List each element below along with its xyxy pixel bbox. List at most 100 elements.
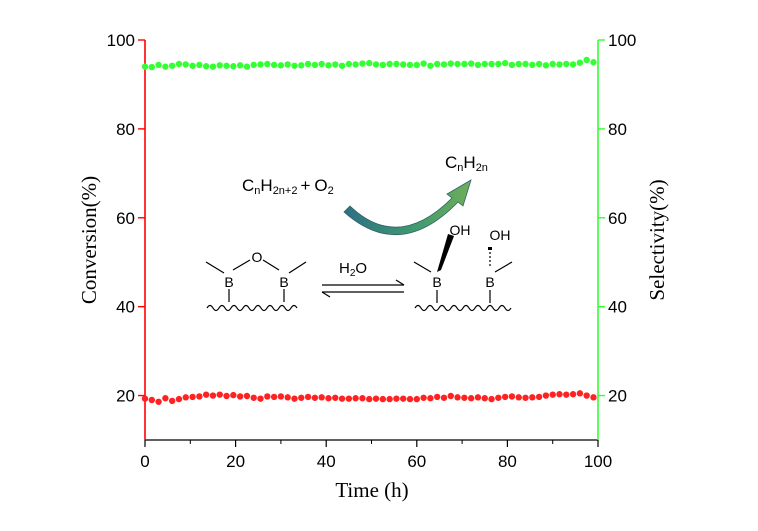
conversion-point — [400, 395, 407, 402]
conversion-point — [529, 394, 536, 401]
conversion-point — [318, 394, 325, 401]
selectivity-point — [264, 60, 271, 68]
selectivity-point — [413, 61, 420, 69]
selectivity-point — [298, 62, 305, 69]
right-y-tick-label: 80 — [608, 120, 627, 139]
conversion-point — [202, 391, 210, 398]
selectivity-point — [495, 60, 502, 68]
boron-atom: B — [279, 274, 288, 290]
conversion-point — [196, 393, 203, 400]
selectivity-series — [141, 56, 597, 71]
left-y-tick-label: 80 — [116, 120, 135, 139]
conversion-point — [535, 393, 543, 401]
selectivity-point — [535, 60, 543, 68]
boron-atom: B — [432, 274, 441, 290]
left-y-axis-title: Conversion(%) — [77, 176, 101, 304]
conversion-point — [311, 394, 319, 401]
selectivity-point — [291, 62, 298, 69]
wedge-bond — [437, 234, 454, 272]
selectivity-point — [250, 61, 257, 69]
selectivity-point — [372, 61, 380, 68]
conversion-point — [488, 395, 495, 403]
conversion-point — [576, 390, 584, 397]
conversion-point — [345, 395, 353, 402]
conversion-point — [332, 394, 339, 401]
hydroxylated-boron-structure — [413, 247, 513, 312]
selectivity-point — [454, 60, 461, 68]
selectivity-point — [155, 61, 162, 69]
curved-reaction-arrow — [343, 179, 472, 235]
selectivity-point — [168, 62, 176, 69]
conversion-point — [556, 391, 563, 398]
conversion-point — [549, 391, 556, 398]
left-y-tick-label: 20 — [116, 387, 135, 406]
selectivity-point — [569, 61, 577, 68]
conversion-point — [542, 392, 550, 399]
selectivity-point — [162, 63, 169, 70]
conversion-point — [433, 393, 441, 401]
conversion-point — [501, 393, 509, 401]
selectivity-point — [427, 62, 434, 69]
conversion-point — [325, 395, 332, 402]
data-series — [141, 56, 597, 405]
selectivity-point — [576, 59, 584, 66]
conversion-point — [420, 394, 427, 401]
selectivity-point — [515, 60, 522, 68]
selectivity-point — [338, 62, 346, 69]
selectivity-point — [304, 60, 312, 68]
selectivity-point — [556, 61, 563, 68]
conversion-point — [148, 396, 155, 404]
selectivity-point — [270, 61, 278, 69]
conversion-point — [257, 395, 264, 402]
selectivity-point — [590, 59, 597, 66]
selectivity-point — [522, 60, 529, 68]
product-formula: CnH2n — [445, 153, 488, 174]
right-y-tick-label: 40 — [608, 298, 627, 317]
selectivity-point — [420, 60, 427, 67]
conversion-point — [563, 391, 570, 398]
equilibrium-arrows — [321, 279, 405, 298]
conversion-point — [386, 395, 393, 403]
selectivity-point — [332, 61, 339, 68]
reaction-scheme: CnH2n+2 + O2 CnH2n B O B H2O — [205, 153, 513, 312]
conversion-point — [223, 392, 230, 400]
conversion-point — [284, 394, 291, 401]
conversion-point — [454, 394, 461, 401]
conversion-point — [583, 392, 590, 399]
selectivity-point — [447, 60, 454, 67]
boron-atom: B — [485, 274, 494, 290]
selectivity-point — [529, 61, 536, 69]
conversion-point — [216, 391, 223, 398]
conversion-point — [372, 395, 380, 402]
selectivity-point — [359, 60, 366, 67]
conversion-point — [291, 395, 298, 402]
selectivity-point — [236, 62, 244, 69]
conversion-point — [495, 394, 502, 401]
selectivity-point — [583, 56, 590, 64]
selectivity-point — [488, 60, 495, 68]
right-y-tick-label: 100 — [608, 31, 636, 50]
conversion-point — [393, 395, 400, 402]
conversion-point — [427, 395, 434, 402]
conversion-point — [413, 395, 420, 403]
conversion-point — [461, 394, 468, 401]
selectivity-point — [209, 63, 217, 70]
left-y-tick-label: 100 — [107, 31, 135, 50]
selectivity-point — [400, 61, 407, 68]
selectivity-point — [406, 61, 414, 69]
conversion-point — [182, 394, 189, 401]
selectivity-point — [393, 60, 400, 68]
conversion-point — [298, 394, 305, 401]
water-label: H2O — [339, 260, 367, 279]
conversion-point — [230, 391, 237, 399]
x-tick-label: 60 — [407, 452, 426, 471]
selectivity-point — [196, 61, 203, 69]
conversion-point — [447, 392, 454, 400]
selectivity-point — [501, 59, 509, 67]
conversion-point — [270, 393, 278, 401]
conversion-point — [481, 395, 488, 402]
left-y-axis-ticks: 20 40 60 80 100 — [107, 31, 145, 406]
selectivity-point — [549, 60, 556, 68]
conversion-point — [162, 395, 169, 402]
